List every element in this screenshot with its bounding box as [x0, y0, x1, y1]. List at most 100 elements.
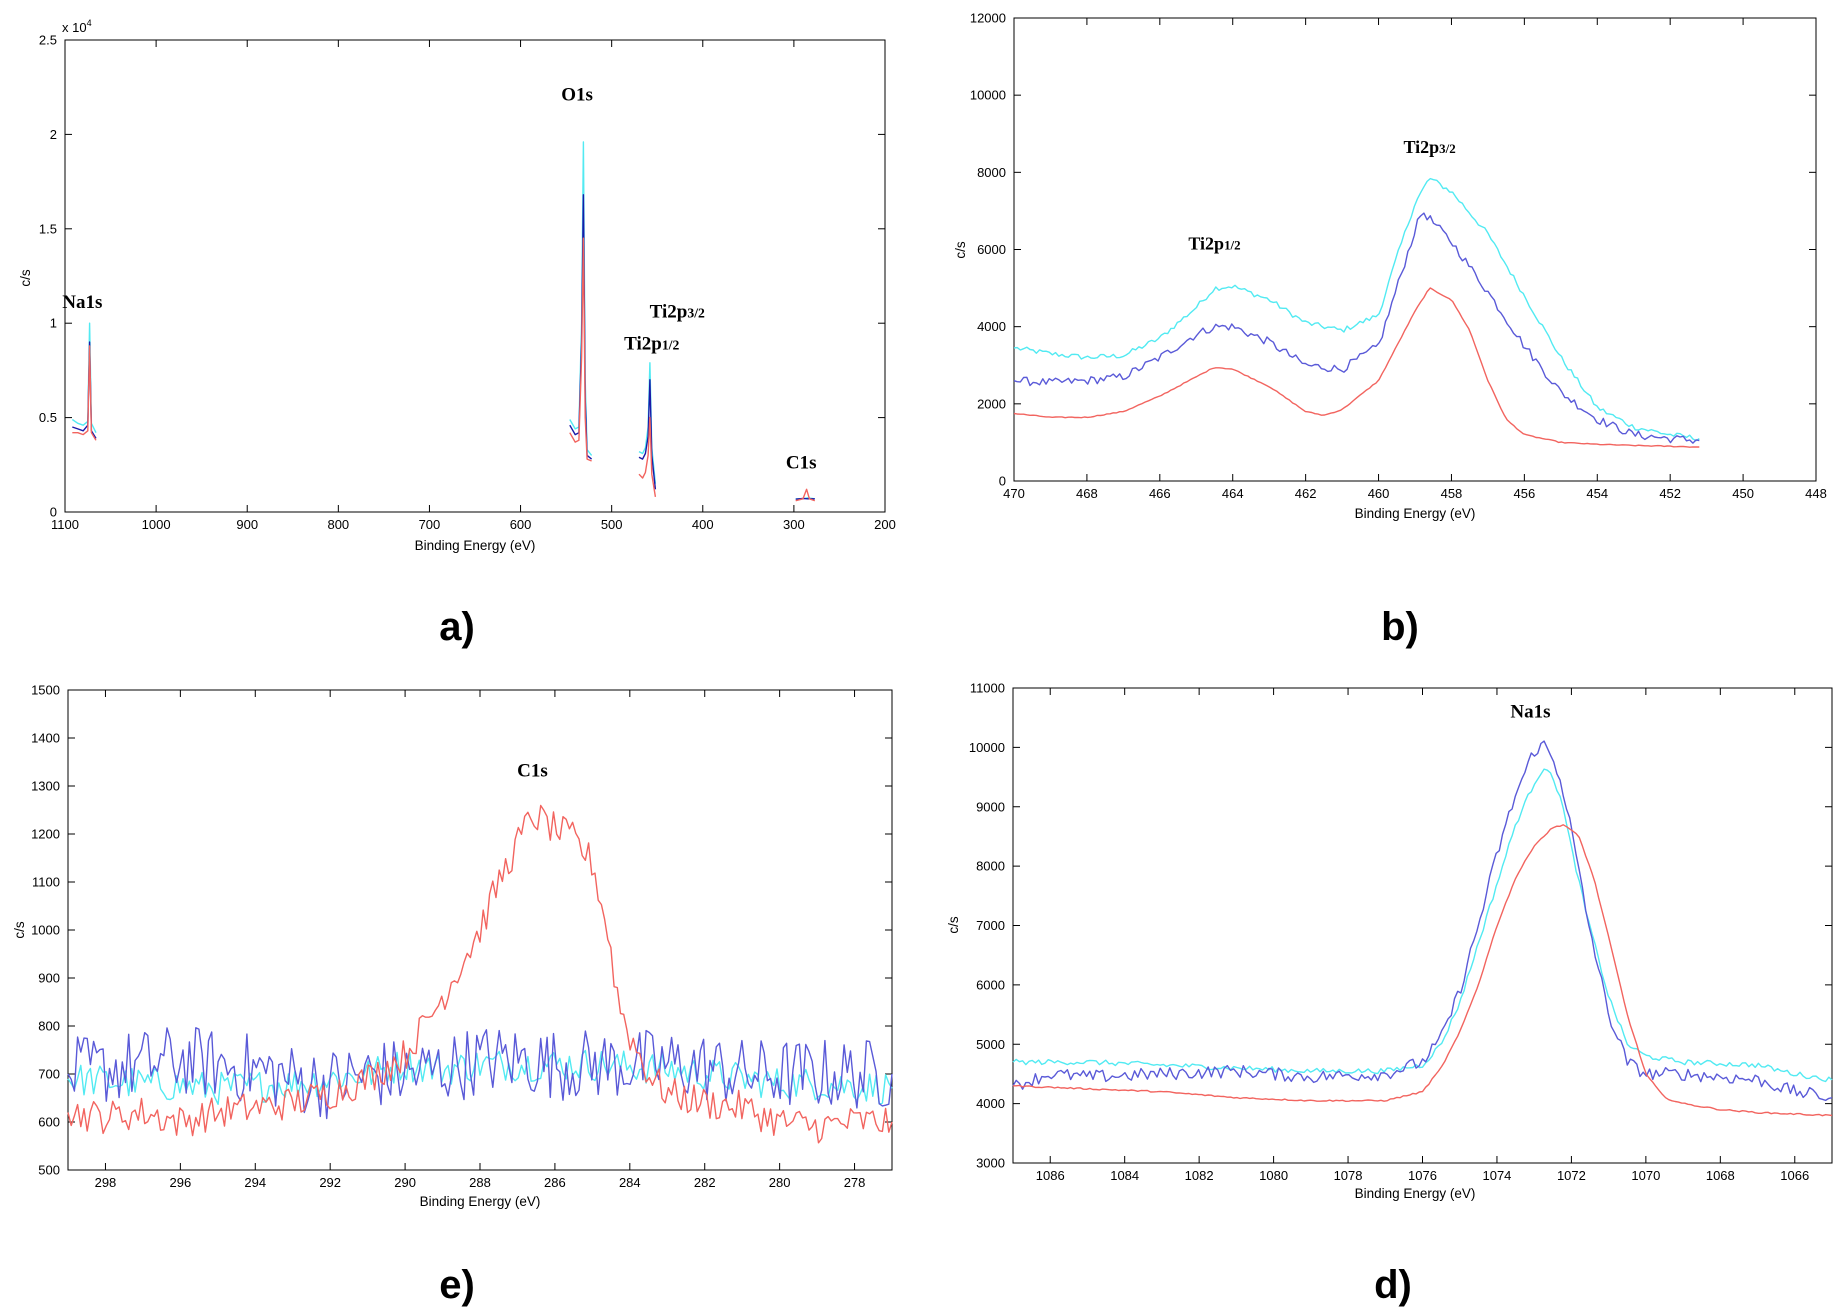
chart-d-y-tick-label: 7000 — [976, 918, 1005, 933]
chart-a-annotations: Na1s O1s Ti2p3/2 Ti2p1/2 C1s — [62, 84, 816, 473]
chart-a-y-axis-label: c/s — [18, 269, 33, 287]
chart-d-annotations: Na1s — [1510, 702, 1550, 723]
chart-d-x-axis-label: Binding Energy (eV) — [1355, 1186, 1476, 1201]
chart-b-panel-label: b) — [1381, 605, 1419, 649]
chart-a-x-tick-label: 300 — [783, 517, 805, 532]
chart-a-y-tick-label: 1 — [50, 316, 57, 331]
chart-d-ticks: 1086 1084 1082 1080 1078 1076 1074 1072 1070 1068… — [969, 681, 1832, 1183]
chart-d-x-tick-label: 1086 — [1036, 1168, 1065, 1183]
chart-b-x-tick-label: 448 — [1805, 486, 1827, 501]
chart-a-annotation-4: C1s — [786, 453, 817, 474]
chart-b-plot-area — [1013, 177, 1700, 448]
chart-d-y-tick-label: 4000 — [976, 1096, 1005, 1111]
chart-b-y-axis-label: c/s — [953, 241, 968, 259]
chart-d-y-tick-label: 8000 — [976, 859, 1005, 874]
chart-e-series-cyan — [67, 1049, 893, 1105]
chart-e-x-tick-label: 288 — [469, 1175, 491, 1190]
chart-d-y-tick-label: 5000 — [976, 1037, 1005, 1052]
chart-e-ticks: 298 296 294 292 290 288 286 284 282 280 278 500 600 7… — [31, 683, 892, 1190]
chart-e-y-tick-label: 1300 — [31, 779, 60, 794]
chart-a-panel-label: a) — [439, 605, 475, 649]
chart-e-annotation-0: C1s — [517, 760, 548, 781]
chart-a-annotation-3: Ti2p1/2 — [624, 334, 679, 355]
chart-a-y-tick-label: 2 — [50, 127, 57, 142]
chart-d-y-tick-label: 6000 — [976, 977, 1005, 992]
chart-b-x-tick-label: 464 — [1222, 486, 1244, 501]
chart-e-x-tick-label: 280 — [769, 1175, 791, 1190]
chart-b-y-tick-label: 0 — [999, 474, 1006, 489]
chart-a-y-tick-label: 0.5 — [39, 410, 57, 425]
chart-d-x-tick-label: 1066 — [1780, 1168, 1809, 1183]
chart-a-plot-area — [71, 141, 816, 502]
chart-d-na1s: 1086 1084 1082 1080 1078 1076 1074 1072 1070 1068… — [946, 681, 1833, 1307]
chart-a-x-tick-label: 600 — [510, 517, 532, 532]
chart-a-series-cyan-segment-1 — [569, 141, 593, 456]
chart-d-series-red — [1013, 824, 1833, 1117]
chart-e-series-red — [67, 804, 893, 1144]
chart-a-x-tick-label: 1000 — [142, 517, 171, 532]
chart-b-y-tick-label: 4000 — [977, 319, 1006, 334]
chart-d-y-tick-label: 9000 — [976, 799, 1005, 814]
chart-d-x-tick-label: 1082 — [1185, 1168, 1214, 1183]
chart-a-annotation-1: O1s — [561, 84, 593, 105]
chart-b-x-tick-label: 470 — [1003, 486, 1025, 501]
chart-b-x-tick-label: 454 — [1586, 486, 1608, 501]
chart-d-x-tick-label: 1074 — [1482, 1168, 1511, 1183]
chart-e-x-tick-label: 284 — [619, 1175, 641, 1190]
chart-b-annotation-1: Ti2p3/2 — [1403, 137, 1455, 157]
chart-a-y-tick-label: 2.5 — [39, 33, 57, 48]
chart-b-series-red — [1013, 287, 1700, 448]
chart-a-y-tick-label: 0 — [50, 505, 57, 520]
chart-b-x-tick-label: 462 — [1295, 486, 1317, 501]
chart-a-survey: 1100 1000 900 800 700 600 500 400 300 200 0 0.5 1 1.5… — [18, 18, 896, 649]
chart-b-y-tick-label: 2000 — [977, 396, 1006, 411]
chart-b-x-tick-label: 466 — [1149, 486, 1171, 501]
chart-e-y-tick-label: 600 — [38, 1115, 60, 1130]
chart-b-y-tick-label: 10000 — [970, 88, 1006, 103]
chart-b-annotation-0: Ti2p1/2 — [1188, 234, 1240, 254]
chart-e-c1s: 298 296 294 292 290 288 286 284 282 280 278 500 600 7… — [12, 683, 893, 1307]
chart-e-x-tick-label: 294 — [244, 1175, 266, 1190]
chart-e-x-tick-label: 290 — [394, 1175, 416, 1190]
chart-a-x-axis-label: Binding Energy (eV) — [415, 538, 536, 553]
chart-e-x-tick-label: 298 — [95, 1175, 117, 1190]
chart-e-x-tick-label: 286 — [544, 1175, 566, 1190]
chart-d-panel-label: d) — [1374, 1263, 1412, 1307]
chart-a-y-tick-label: 1.5 — [39, 221, 57, 236]
chart-a-x-tick-label: 400 — [692, 517, 714, 532]
chart-a-x-tick-label: 900 — [236, 517, 258, 532]
chart-b-series-cyan — [1013, 177, 1700, 442]
chart-a-x-tick-label: 500 — [601, 517, 623, 532]
chart-d-x-tick-label: 1084 — [1110, 1168, 1139, 1183]
chart-e-y-tick-label: 500 — [38, 1163, 60, 1178]
chart-b-series-blue — [1013, 212, 1700, 444]
chart-e-x-tick-label: 292 — [319, 1175, 341, 1190]
chart-d-x-tick-label: 1076 — [1408, 1168, 1437, 1183]
chart-e-panel-label: e) — [439, 1263, 475, 1307]
chart-b-x-tick-label: 452 — [1659, 486, 1681, 501]
chart-a-annotation-0: Na1s — [62, 292, 102, 313]
chart-e-x-axis-label: Binding Energy (eV) — [420, 1194, 541, 1209]
chart-d-y-tick-label: 11000 — [970, 681, 1005, 696]
chart-b-x-tick-label: 458 — [1441, 486, 1463, 501]
chart-b-x-tick-label: 456 — [1514, 486, 1536, 501]
chart-d-x-tick-label: 1080 — [1259, 1168, 1288, 1183]
chart-e-y-tick-label: 1500 — [31, 683, 60, 698]
chart-a-series-red-segment-3 — [795, 488, 816, 502]
chart-e-y-tick-label: 900 — [38, 971, 60, 986]
chart-b-x-axis-label: Binding Energy (eV) — [1355, 506, 1476, 521]
chart-b-y-tick-label: 12000 — [970, 11, 1006, 26]
chart-a-y-exponent: x 104 — [62, 18, 92, 35]
chart-b-y-tick-label: 6000 — [977, 242, 1006, 257]
chart-a-x-tick-label: 700 — [419, 517, 441, 532]
chart-b-ti2p: 470 468 466 464 462 460 458 456 454 452 450 448 0 200… — [953, 11, 1827, 650]
chart-a-annotation-2: Ti2p3/2 — [650, 302, 705, 323]
chart-e-y-tick-label: 1000 — [31, 923, 60, 938]
chart-a-series-red-segment-1 — [569, 237, 592, 462]
chart-b-ticks: 470 468 466 464 462 460 458 456 454 452 450 448 0 200… — [970, 11, 1827, 502]
chart-d-plot-area — [1012, 740, 1833, 1117]
chart-b-frame — [1013, 17, 1817, 482]
chart-d-x-tick-label: 1078 — [1334, 1168, 1363, 1183]
chart-d-y-axis-label: c/s — [946, 916, 961, 934]
